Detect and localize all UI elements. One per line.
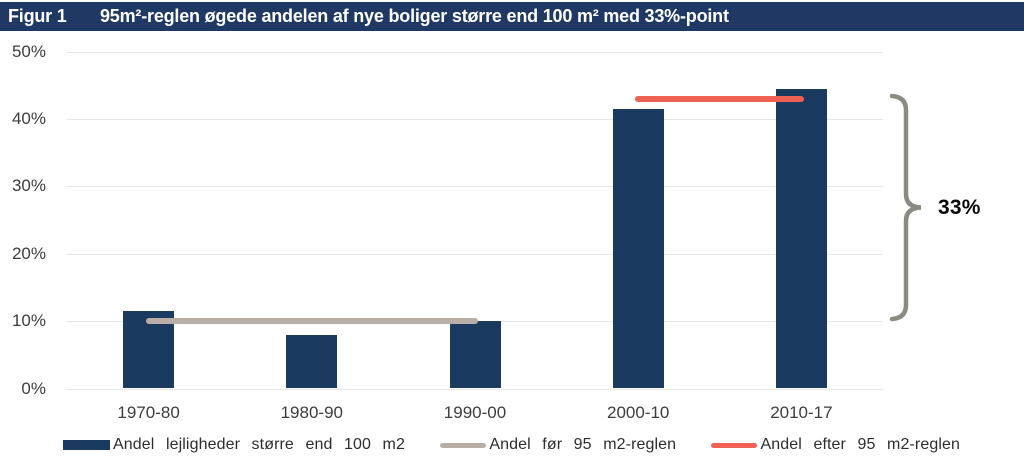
bar-2010-17 — [775, 88, 827, 389]
red-line-swatch-icon — [711, 442, 758, 448]
figure-title: 95m²-reglen øgede andelen af nye boliger… — [100, 6, 729, 26]
bar-1980-90 — [286, 334, 338, 389]
x-tick-label: 1990-00 — [443, 403, 507, 422]
ref-line — [145, 318, 478, 325]
y-tick-label: 10% — [11, 311, 46, 331]
figure-number: Figur 1 — [8, 6, 67, 26]
legend-label: Andel før 95 m2-reglen — [489, 436, 677, 453]
x-tick-label: 2010-17 — [770, 403, 833, 422]
y-tick-label: 30% — [11, 176, 46, 196]
gridline — [67, 388, 883, 390]
bar-swatch-icon — [63, 440, 110, 450]
bar-2000-10 — [612, 108, 664, 389]
gray-line-swatch-icon — [440, 442, 487, 448]
legend-label: Andel efter 95 m2-reglen — [760, 436, 960, 453]
legend-item-before-line: Andel før 95 m2-reglen — [440, 436, 676, 454]
y-tick-label: 50% — [11, 41, 46, 61]
legend-label: Andel lejligheder større end 100 m2 — [113, 436, 405, 453]
gridline — [67, 253, 883, 255]
gridline — [67, 118, 883, 120]
gridline — [67, 51, 883, 53]
difference-annotation: 33% — [938, 196, 981, 219]
bar-1990-00 — [449, 321, 501, 389]
y-tick-label: 40% — [11, 109, 46, 129]
legend-item-bars: Andel lejligheder større end 100 m2 — [63, 436, 405, 454]
x-tick-label: 1970-80 — [117, 403, 180, 422]
chart-legend: Andel lejligheder større end 100 m2 Ande… — [63, 435, 960, 455]
figure-header: Figur 1 95m²-reglen øgede andelen af nye… — [0, 2, 1024, 31]
x-tick-label: 2000-10 — [606, 403, 670, 422]
y-tick-label: 20% — [11, 243, 46, 263]
y-tick-label: 0% — [21, 378, 46, 398]
x-tick-label: 1980-90 — [280, 403, 343, 422]
gridline — [67, 186, 883, 188]
ref-line — [635, 95, 805, 102]
legend-item-after-line: Andel efter 95 m2-reglen — [711, 436, 960, 454]
